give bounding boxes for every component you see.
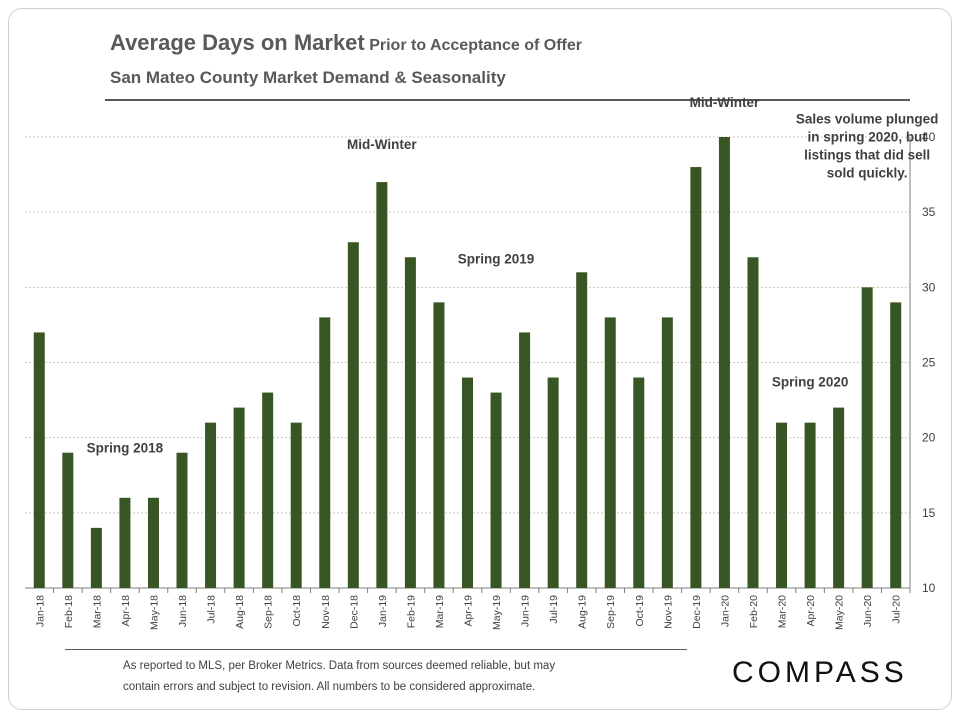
x-tick-label: Apr-20 <box>805 595 817 627</box>
annotation-label: listings that did sell <box>804 148 930 163</box>
x-tick-label: Jan-20 <box>719 595 731 627</box>
x-tick-label: Dec-19 <box>691 595 703 629</box>
title-sub: Prior to Acceptance of Offer <box>369 37 582 54</box>
bar <box>319 317 331 588</box>
x-tick-label: Mar-18 <box>91 595 103 628</box>
bar <box>519 332 531 588</box>
annotation-label: Spring 2019 <box>458 251 535 266</box>
bar <box>433 302 445 588</box>
annotation-label: Spring 2020 <box>772 375 849 390</box>
bar <box>890 302 902 588</box>
footnote: As reported to MLS, per Broker Metrics. … <box>123 656 555 698</box>
annotation-label: in spring 2020, but <box>808 130 928 145</box>
y-tick-label: 25 <box>922 356 936 370</box>
bar <box>861 287 873 588</box>
bar <box>604 317 616 588</box>
x-tick-label: Dec-18 <box>348 595 360 629</box>
bar <box>347 242 359 588</box>
bar <box>804 422 816 588</box>
bar <box>90 527 102 588</box>
bar <box>633 377 645 588</box>
bar <box>661 317 673 588</box>
y-tick-label: 30 <box>922 280 936 294</box>
x-tick-label: Aug-18 <box>234 595 246 629</box>
x-tick-label: Feb-19 <box>405 595 417 628</box>
title-main: Average Days on Market <box>110 30 365 55</box>
bar <box>147 497 159 588</box>
x-tick-label: Sep-19 <box>605 595 617 629</box>
annotation-label: Sales volume plunged <box>796 112 939 127</box>
y-tick-label: 20 <box>922 431 936 445</box>
x-tick-label: Sep-18 <box>263 595 275 629</box>
bar <box>490 392 502 588</box>
x-tick-label: May-19 <box>491 595 503 630</box>
bar <box>290 422 302 588</box>
y-tick-label: 35 <box>922 205 936 219</box>
annotation-label: Mid-Winter <box>690 95 760 110</box>
bar <box>547 377 559 588</box>
bar <box>262 392 274 588</box>
bar <box>233 407 245 588</box>
x-tick-label: May-20 <box>834 595 846 630</box>
chart-title: Average Days on Market Prior to Acceptan… <box>110 30 582 56</box>
bar <box>62 452 74 588</box>
x-tick-label: Jun-19 <box>520 595 532 627</box>
x-tick-label: Feb-20 <box>748 595 760 628</box>
x-tick-label: Feb-18 <box>63 595 75 628</box>
x-tick-label: Apr-19 <box>463 595 475 627</box>
x-tick-label: Jan-19 <box>377 595 389 627</box>
bar <box>376 182 388 588</box>
x-tick-label: Oct-18 <box>291 595 303 627</box>
x-tick-label: Mar-20 <box>777 595 789 628</box>
bar <box>33 332 45 588</box>
annotation-label: Mid-Winter <box>347 137 417 152</box>
bar <box>404 257 416 588</box>
x-tick-label: Jan-18 <box>34 595 46 627</box>
x-tick-label: Nov-19 <box>662 595 674 629</box>
x-tick-label: Jun-20 <box>862 595 874 627</box>
bar <box>119 497 131 588</box>
y-tick-label: 40 <box>922 130 936 144</box>
chart-subtitle: San Mateo County Market Demand & Seasona… <box>110 68 506 87</box>
x-tick-label: Oct-19 <box>634 595 646 627</box>
bar <box>690 167 702 589</box>
y-tick-label: 15 <box>922 506 936 520</box>
x-tick-label: Apr-18 <box>120 595 132 627</box>
bar <box>747 257 759 588</box>
x-tick-label: Jul-19 <box>548 595 560 624</box>
slide-frame <box>8 8 952 710</box>
bar <box>718 137 730 588</box>
x-tick-label: Mar-19 <box>434 595 446 628</box>
x-tick-label: Jun-18 <box>177 595 189 627</box>
x-tick-label: Jul-18 <box>206 595 218 624</box>
annotation-label: Spring 2018 <box>87 441 164 456</box>
annotation-label: sold quickly. <box>827 166 908 181</box>
bar <box>462 377 473 588</box>
x-tick-label: Nov-18 <box>320 595 332 629</box>
footnote-line-2: contain errors and subject to revision. … <box>123 681 536 693</box>
bar <box>176 452 188 588</box>
x-tick-label: Jul-20 <box>891 595 903 624</box>
bar <box>776 422 788 588</box>
x-tick-label: Aug-19 <box>577 595 589 629</box>
bar <box>205 422 217 588</box>
bar <box>833 407 845 588</box>
x-tick-label: May-18 <box>148 595 160 630</box>
title-divider <box>105 99 910 101</box>
y-tick-label: 10 <box>922 581 936 595</box>
bar <box>576 272 588 588</box>
footnote-line-1: As reported to MLS, per Broker Metrics. … <box>123 660 556 672</box>
compass-logo: COMPASS <box>732 656 908 689</box>
footnote-divider <box>65 649 687 650</box>
